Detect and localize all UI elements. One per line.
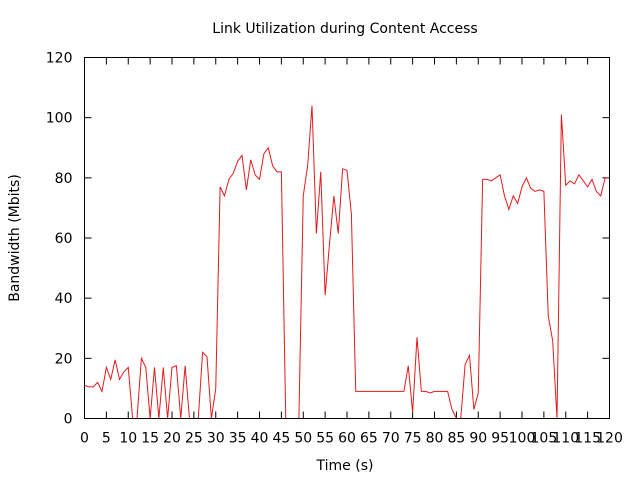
x-tick-label: 95 (491, 431, 509, 447)
x-tick-label: 80 (426, 431, 444, 447)
ticks-layer: 0 5 10 15 20 25 30 35 40 45 50 55 60 65 70 75 80 85 90 95 10… (46, 51, 623, 447)
x-tick-label: 115 (574, 431, 601, 447)
x-tick-label: 10 (119, 431, 137, 447)
x-tick-label: 100 (509, 431, 536, 447)
series-line (84, 105, 610, 419)
x-tick-label: 70 (382, 431, 400, 447)
x-tick-label: 5 (102, 431, 111, 447)
series-layer (84, 105, 610, 419)
y-tick-label: 40 (55, 291, 73, 307)
y-tick-label: 120 (46, 51, 73, 67)
x-tick-label: 30 (207, 431, 225, 447)
x-tick-label: 55 (316, 431, 334, 447)
y-tick-label: 100 (46, 111, 73, 127)
plot-frame (84, 57, 610, 419)
x-tick-label: 25 (185, 431, 203, 447)
x-tick-label: 75 (404, 431, 422, 447)
x-tick-label: 110 (552, 431, 579, 447)
x-tick-label: 40 (251, 431, 269, 447)
x-tick-label: 20 (163, 431, 181, 447)
x-tick-label: 50 (294, 431, 312, 447)
x-tick-label: 65 (360, 431, 378, 447)
x-tick-label: 15 (141, 431, 159, 447)
x-tick-label: 105 (531, 431, 558, 447)
x-tick-label: 85 (447, 431, 465, 447)
y-tick-label: 60 (55, 231, 73, 247)
x-tick-label: 45 (272, 431, 290, 447)
y-tick-label: 80 (55, 171, 73, 187)
y-tick-label: 20 (55, 351, 73, 367)
x-tick-label: 90 (469, 431, 487, 447)
x-tick-label: 120 (596, 431, 623, 447)
x-tick-label: 0 (80, 431, 89, 447)
x-tick-label: 35 (229, 431, 247, 447)
y-tick-label: 0 (64, 412, 73, 428)
x-tick-label: 60 (338, 431, 356, 447)
y-axis-label: Bandwidth (Mbits) (7, 174, 23, 302)
x-axis-label: Time (s) (316, 458, 374, 474)
chart-title: Link Utilization during Content Access (212, 21, 477, 37)
